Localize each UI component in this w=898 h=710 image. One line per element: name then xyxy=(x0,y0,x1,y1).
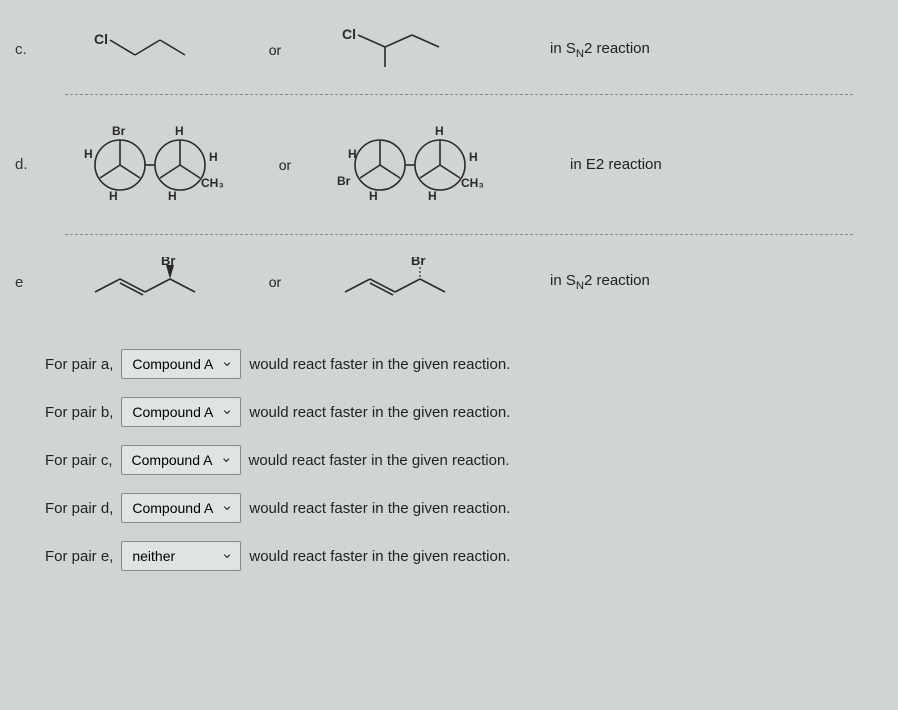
question-label-d: d. xyxy=(15,156,50,173)
svg-text:H: H xyxy=(348,147,357,161)
svg-text:H: H xyxy=(469,150,478,164)
or-text-e: or xyxy=(250,274,300,290)
question-label-c: c. xyxy=(15,41,50,58)
pair-label-a: For pair a, xyxy=(45,356,113,373)
answer-row-b: For pair b, Compound A would react faste… xyxy=(45,397,883,427)
compound-d-B: H Br H H H CH₃ H xyxy=(320,115,510,215)
svg-text:Br: Br xyxy=(161,257,175,268)
compound-c-A: Cl xyxy=(60,10,240,90)
svg-text:Br: Br xyxy=(337,174,351,188)
pair-label-e: For pair e, xyxy=(45,548,113,565)
question-row-e: e Br or xyxy=(15,240,883,324)
pair-label-b: For pair b, xyxy=(45,404,113,421)
pair-label-c: For pair c, xyxy=(45,452,113,469)
svg-text:H: H xyxy=(175,124,184,138)
svg-text:CH₃: CH₃ xyxy=(461,176,484,190)
svg-text:H: H xyxy=(428,189,437,203)
select-c[interactable]: Compound A xyxy=(121,445,241,475)
select-e[interactable]: neither xyxy=(121,541,241,571)
question-label-e: e xyxy=(15,274,50,291)
pair-label-d: For pair d, xyxy=(45,500,113,517)
select-d[interactable]: Compound A xyxy=(121,493,241,523)
svg-text:Cl: Cl xyxy=(342,26,356,42)
divider-cd xyxy=(65,94,853,95)
answer-row-c: For pair c, Compound A would react faste… xyxy=(45,445,883,475)
svg-text:H: H xyxy=(168,189,177,203)
reaction-text-c: in SN2 reaction xyxy=(550,40,650,60)
answer-row-a: For pair a, Compound A would react faste… xyxy=(45,349,883,379)
svg-text:Cl: Cl xyxy=(94,31,108,47)
svg-text:H: H xyxy=(109,189,118,203)
after-text-d: would react faster in the given reaction… xyxy=(249,500,510,517)
compound-e-A: Br xyxy=(60,242,240,322)
question-row-c: c. Cl or Cl in SN2 reaction xyxy=(15,10,883,89)
svg-text:H: H xyxy=(84,147,93,161)
answer-row-d: For pair d, Compound A would react faste… xyxy=(45,493,883,523)
svg-text:H: H xyxy=(435,124,444,138)
reaction-text-d: in E2 reaction xyxy=(570,156,662,173)
compound-e-B: Br xyxy=(310,242,490,322)
divider-de xyxy=(65,234,853,235)
svg-text:H: H xyxy=(369,189,378,203)
reaction-text-e: in SN2 reaction xyxy=(550,272,650,292)
after-text-b: would react faster in the given reaction… xyxy=(249,404,510,421)
compound-c-B: Cl xyxy=(310,10,490,90)
question-row-d: d. Br H H H H CH₃ H or xyxy=(15,100,883,229)
after-text-c: would react faster in the given reaction… xyxy=(249,452,510,469)
select-b[interactable]: Compound A xyxy=(121,397,241,427)
answers-section: For pair a, Compound A would react faste… xyxy=(15,349,883,571)
select-a[interactable]: Compound A xyxy=(121,349,241,379)
answer-row-e: For pair e, neither would react faster i… xyxy=(45,541,883,571)
svg-text:CH₃: CH₃ xyxy=(201,176,224,190)
after-text-e: would react faster in the given reaction… xyxy=(249,548,510,565)
compound-d-A: Br H H H H CH₃ H xyxy=(60,115,250,215)
or-text-d: or xyxy=(260,157,310,173)
or-text-c: or xyxy=(250,42,300,58)
after-text-a: would react faster in the given reaction… xyxy=(249,356,510,373)
svg-text:H: H xyxy=(209,150,218,164)
svg-text:Br: Br xyxy=(112,124,126,138)
svg-text:Br: Br xyxy=(411,257,425,268)
